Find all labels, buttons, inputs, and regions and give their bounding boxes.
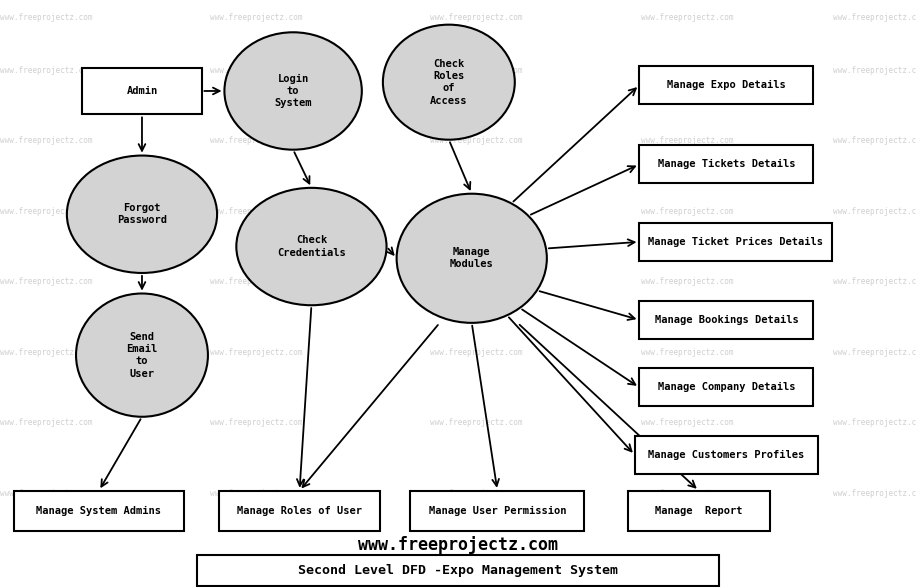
Bar [639,66,813,104]
Text: www.freeprojectz.com: www.freeprojectz.com [834,348,916,357]
Text: www.freeprojectz.com: www.freeprojectz.com [211,136,302,146]
Ellipse shape [397,194,547,323]
Text: Admin: Admin [126,86,158,96]
Text: www.freeprojectz.com: www.freeprojectz.com [0,136,92,146]
Text: www.freeprojectz.com: www.freeprojectz.com [834,207,916,216]
Text: Manage Ticket Prices Details: Manage Ticket Prices Details [648,237,823,247]
Text: www.freeprojectz.com: www.freeprojectz.com [641,13,733,22]
Text: www.freeprojectz.com: www.freeprojectz.com [431,207,522,216]
Text: www.freeprojectz.com: www.freeprojectz.com [211,418,302,427]
Text: www.freeprojectz.com: www.freeprojectz.com [431,277,522,286]
Text: www.freeprojectz.com: www.freeprojectz.com [641,207,733,216]
Bar [639,301,813,339]
Text: www.freeprojectz.com: www.freeprojectz.com [0,13,92,22]
Text: Manage System Admins: Manage System Admins [37,505,161,516]
Text: www.freeprojectz.com: www.freeprojectz.com [0,207,92,216]
Text: www.freeprojectz.com: www.freeprojectz.com [834,488,916,498]
Text: www.freeprojectz.com: www.freeprojectz.com [211,277,302,286]
Bar [82,68,202,114]
Ellipse shape [236,188,387,305]
Text: www.freeprojectz.com: www.freeprojectz.com [0,488,92,498]
Text: Second Level DFD -Expo Management System: Second Level DFD -Expo Management System [298,564,618,577]
Bar [639,222,832,261]
Bar [15,491,183,531]
Text: www.freeprojectz.com: www.freeprojectz.com [431,136,522,146]
Text: www.freeprojectz.com: www.freeprojectz.com [834,66,916,75]
Text: www.freeprojectz.com: www.freeprojectz.com [641,277,733,286]
Text: Manage  Report: Manage Report [655,505,743,516]
Text: www.freeprojectz.com: www.freeprojectz.com [431,66,522,75]
Bar [639,369,813,406]
Bar [220,491,379,531]
Text: www.freeprojectz.com: www.freeprojectz.com [211,348,302,357]
Text: www.freeprojectz.com: www.freeprojectz.com [0,277,92,286]
Ellipse shape [224,32,362,150]
Text: Check
Roles
of
Access: Check Roles of Access [431,59,467,106]
Text: www.freeprojectz.com: www.freeprojectz.com [211,13,302,22]
Ellipse shape [67,156,217,273]
Bar [410,491,584,531]
Text: www.freeprojectz.com: www.freeprojectz.com [211,488,302,498]
Text: www.freeprojectz.com: www.freeprojectz.com [431,488,522,498]
Text: www.freeprojectz.com: www.freeprojectz.com [641,418,733,427]
Text: Manage Roles of User: Manage Roles of User [237,505,362,516]
Bar [628,491,769,531]
Text: www.freeprojectz.com: www.freeprojectz.com [641,136,733,146]
Text: www.freeprojectz.com: www.freeprojectz.com [834,13,916,22]
Text: www.freeprojectz.com: www.freeprojectz.com [0,348,92,357]
Text: www.freeprojectz.com: www.freeprojectz.com [641,488,733,498]
Text: Manage User Permission: Manage User Permission [429,505,566,516]
Bar [639,146,813,183]
Bar [635,436,818,474]
Text: www.freeprojectz.com: www.freeprojectz.com [358,536,558,554]
Text: www.freeprojectz.com: www.freeprojectz.com [834,277,916,286]
Text: www.freeprojectz.com: www.freeprojectz.com [431,348,522,357]
Text: www.freeprojectz.com: www.freeprojectz.com [0,66,92,75]
Text: Forgot
Password: Forgot Password [117,203,167,225]
Text: Manage Tickets Details: Manage Tickets Details [658,159,795,170]
Text: www.freeprojectz.com: www.freeprojectz.com [211,66,302,75]
Text: www.freeprojectz.com: www.freeprojectz.com [834,136,916,146]
Text: Check
Credentials: Check Credentials [277,235,346,258]
Text: www.freeprojectz.com: www.freeprojectz.com [641,348,733,357]
Text: Manage Bookings Details: Manage Bookings Details [655,315,798,325]
Ellipse shape [76,294,208,417]
Text: Manage
Modules: Manage Modules [450,247,494,269]
Text: www.freeprojectz.com: www.freeprojectz.com [431,418,522,427]
Bar [197,555,719,586]
Text: www.freeprojectz.com: www.freeprojectz.com [0,418,92,427]
Text: www.freeprojectz.com: www.freeprojectz.com [641,66,733,75]
Text: www.freeprojectz.com: www.freeprojectz.com [431,13,522,22]
Text: Send
Email
to
User: Send Email to User [126,332,158,379]
Text: Manage Company Details: Manage Company Details [658,382,795,393]
Text: Manage Expo Details: Manage Expo Details [667,80,786,90]
Ellipse shape [383,25,515,140]
Text: Login
to
System: Login to System [275,73,311,109]
Text: www.freeprojectz.com: www.freeprojectz.com [834,418,916,427]
Text: Manage Customers Profiles: Manage Customers Profiles [649,450,804,460]
Text: www.freeprojectz.com: www.freeprojectz.com [211,207,302,216]
